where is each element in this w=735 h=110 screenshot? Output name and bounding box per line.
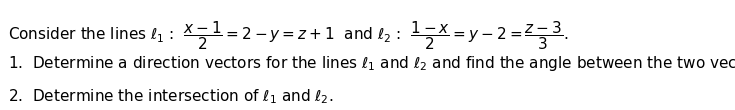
Text: Consider the lines $\ell_1$ :  $\dfrac{x-1}{2} = 2 - y = z + 1$  and $\ell_2$ : : Consider the lines $\ell_1$ : $\dfrac{x-… bbox=[8, 19, 569, 52]
Text: 1.  Determine a direction vectors for the lines $\ell_1$ and $\ell_2$ and find t: 1. Determine a direction vectors for the… bbox=[8, 54, 735, 73]
Text: 2.  Determine the intersection of $\ell_1$ and $\ell_2$.: 2. Determine the intersection of $\ell_1… bbox=[8, 88, 334, 106]
